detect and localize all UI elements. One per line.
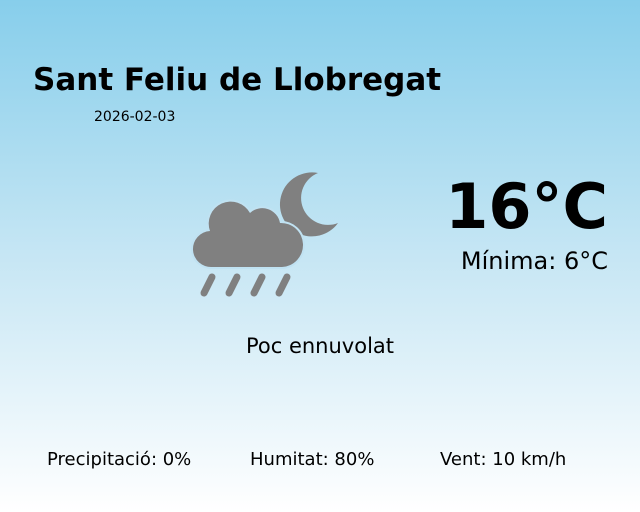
wind-stat: Vent: 10 km/h xyxy=(440,449,567,470)
date-label: 2026-02-03 xyxy=(94,109,176,125)
current-temperature: 16°C xyxy=(445,170,608,243)
cloud-rain-moon-icon xyxy=(190,172,338,297)
precipitation-stat: Precipitació: 0% xyxy=(47,449,192,470)
city-title: Sant Feliu de Llobregat xyxy=(33,62,442,98)
weather-condition: Poc ennuvolat xyxy=(245,334,395,358)
minimum-temperature: Mínima: 6°C xyxy=(460,247,608,275)
humidity-stat: Humitat: 80% xyxy=(250,449,375,470)
